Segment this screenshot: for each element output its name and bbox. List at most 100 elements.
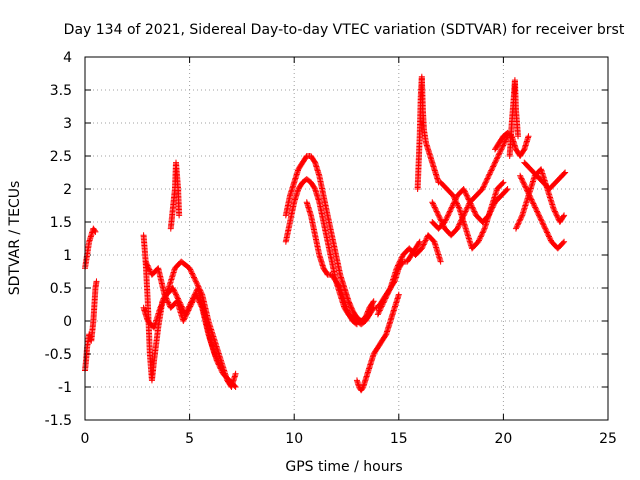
data-point [561,170,568,177]
data-point [452,197,459,204]
x-tick-label: 10 [285,431,303,447]
data-point [93,278,100,285]
data-point [197,302,204,309]
data-point [489,164,496,171]
data-point [490,162,497,169]
series-band-17-19c [437,179,507,252]
data-point [527,195,534,202]
data-point [537,215,544,222]
data-point [497,147,504,154]
data-point [519,176,526,183]
data-point [451,195,458,202]
data-point [478,232,485,239]
grid-lines [85,57,608,420]
data-point [523,186,530,192]
data-point [479,186,486,192]
data-point [383,294,390,301]
y-tick-label: 3.5 [50,83,72,99]
data-point [546,233,553,240]
data-point [520,179,527,186]
data-point [447,207,454,214]
series-tail-21-23c [521,159,569,192]
data-point [517,216,524,223]
data-point [386,286,393,293]
data-point [437,258,444,265]
data-point [416,239,423,246]
data-point [187,267,194,274]
data-point [534,209,541,216]
data-point [504,186,511,192]
series-arc-lower [303,199,360,328]
data-point [481,180,488,187]
data-point [465,196,472,203]
data-point [515,220,522,227]
data-point [466,197,473,204]
data-point [382,295,389,302]
data-point [429,199,436,206]
data-point [527,193,534,200]
data-point [448,205,455,212]
data-point [180,316,187,323]
data-point [162,294,169,301]
y-tick-label: 3 [63,116,72,132]
data-point [142,258,149,265]
data-point [170,286,177,293]
y-tick-label: 0 [63,314,72,330]
data-point [145,265,152,272]
data-point [456,221,463,228]
x-tick-label: 0 [81,431,90,447]
x-tick-label: 15 [390,431,408,447]
series-arc-mid [282,176,373,328]
data-point [512,225,519,232]
data-point [553,212,560,219]
data-point [381,298,388,305]
data-point [513,224,520,231]
data-point [214,356,221,363]
data-point [384,290,391,297]
data-point [182,314,189,321]
data-point [198,303,205,310]
y-tick-label: 0.5 [50,281,72,297]
data-point [212,353,219,360]
data-point [164,298,171,305]
data-point [539,220,546,227]
data-point [446,209,453,216]
x-tick-label: 5 [185,431,194,447]
data-point [450,192,457,199]
data-point [421,240,428,247]
data-point [445,211,452,218]
y-tick-label: -0.5 [45,347,72,363]
data-point [212,352,219,359]
data-point [194,281,201,288]
data-point [521,182,528,189]
data-point [465,195,472,202]
data-point [517,172,524,179]
data-point [561,212,568,219]
series-band-17-19 [429,133,511,239]
data-point [186,304,193,311]
data-point [537,216,544,223]
data-point [376,308,383,315]
data-point [165,300,172,307]
data-point [218,368,225,375]
data-point [500,179,507,186]
series-track-c [140,232,239,390]
data-point [159,299,166,306]
data-point [464,193,471,200]
data-point [431,203,438,210]
data-point [183,311,190,318]
data-point [197,300,204,307]
data-point [477,233,484,240]
data-point [480,226,487,233]
data-point [92,228,99,235]
series-track-a [82,225,99,272]
data-point [196,298,203,305]
data-point [463,207,470,214]
data-point [190,296,197,303]
data-point [431,204,438,211]
data-point [462,189,469,196]
data-point [189,299,196,306]
data-point [517,174,524,181]
data-point [522,183,529,190]
